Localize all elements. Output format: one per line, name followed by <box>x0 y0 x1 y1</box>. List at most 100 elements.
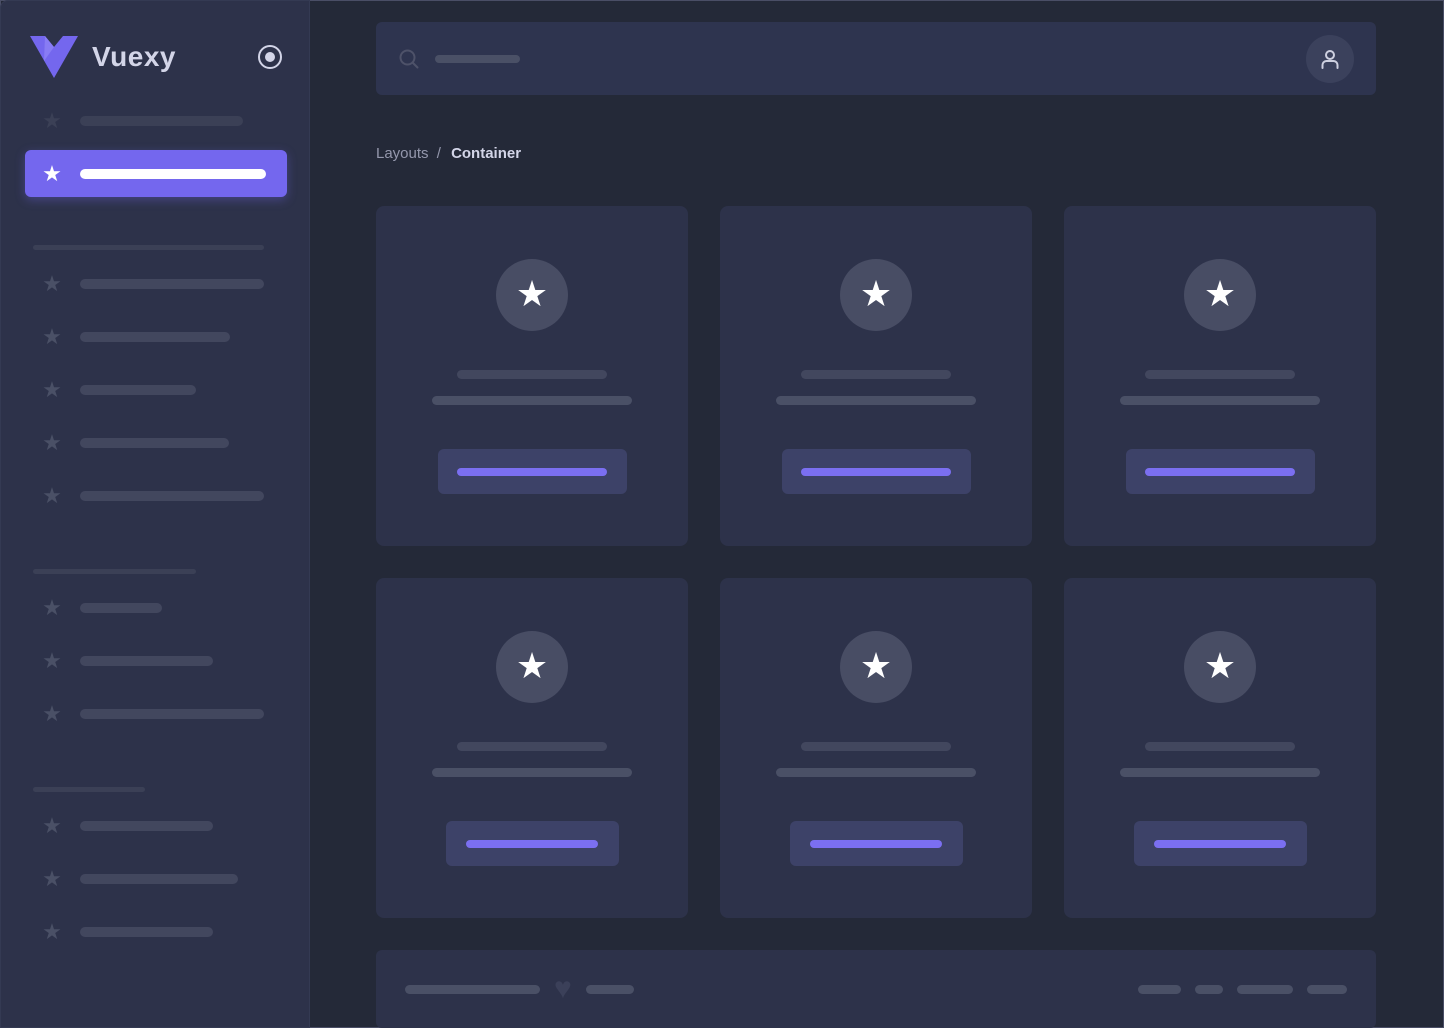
content-card: ★ <box>1064 578 1376 918</box>
content-card: ★ <box>720 578 1032 918</box>
skeleton-label <box>80 874 238 884</box>
skeleton-subtitle-line <box>1120 396 1320 405</box>
search-placeholder-skeleton <box>435 54 520 63</box>
skeleton-label <box>80 709 264 719</box>
star-icon: ★ <box>42 919 62 944</box>
skeleton-section-header <box>33 245 264 250</box>
star-icon: ★ <box>42 595 62 620</box>
skeleton-label <box>80 491 264 501</box>
skeleton-footer-link <box>1237 984 1293 994</box>
star-icon: ★ <box>42 377 62 402</box>
magnifier-icon <box>399 49 419 68</box>
card-action-button[interactable] <box>1133 821 1307 866</box>
content-card: ★ <box>376 578 688 918</box>
skeleton-title-line <box>801 370 951 379</box>
skeleton-label <box>80 603 162 613</box>
skeleton-label <box>80 332 230 342</box>
skeleton-section-header <box>33 569 196 574</box>
skeleton-subtitle-line <box>776 396 976 405</box>
star-icon: ★ <box>42 483 62 508</box>
star-icon: ★ <box>42 160 62 186</box>
vuexy-logo-icon <box>30 36 78 78</box>
skeleton-footer-link <box>1138 984 1181 994</box>
star-icon: ★ <box>42 701 62 726</box>
skeleton-label <box>80 821 213 831</box>
star-icon: ★ <box>42 648 62 673</box>
card-avatar-circle: ★ <box>840 631 912 703</box>
star-icon: ★ <box>515 645 549 686</box>
sidebar-item-active[interactable]: ★ <box>25 150 287 197</box>
star-icon: ★ <box>515 273 549 314</box>
card-avatar-circle: ★ <box>1184 631 1256 703</box>
sidebar-menu: ★ ★ ★ ★ ★ ★ ★ ★ ★ ★ ★ ★ ★ <box>0 107 310 946</box>
user-avatar-button[interactable] <box>1306 34 1354 83</box>
radio-dot-inner <box>265 52 275 62</box>
card-avatar-circle: ★ <box>496 631 568 703</box>
skeleton-title-line <box>801 742 951 751</box>
footer-bar: ♥ <box>376 950 1376 1028</box>
skeleton-title-line <box>457 742 607 751</box>
sidebar-item[interactable]: ★ <box>0 918 310 946</box>
sidebar-item[interactable]: ★ <box>0 865 310 893</box>
card-avatar-circle: ★ <box>840 259 912 331</box>
card-action-button[interactable] <box>789 821 963 866</box>
breadcrumb-separator: / <box>436 145 441 162</box>
star-icon: ★ <box>42 866 62 891</box>
card-avatar-circle: ★ <box>496 259 568 331</box>
star-icon: ★ <box>42 108 62 133</box>
skeleton-label <box>80 656 213 666</box>
sidebar-item-dim[interactable]: ★ <box>0 107 310 135</box>
star-icon: ★ <box>1203 645 1237 686</box>
skeleton-title-line <box>1145 742 1295 751</box>
sidebar-item[interactable]: ★ <box>0 700 310 728</box>
sidebar-item[interactable]: ★ <box>0 323 310 351</box>
sidebar-item[interactable]: ★ <box>0 594 310 622</box>
sidebar-item[interactable]: ★ <box>0 647 310 675</box>
brand-title: Vuexy <box>92 41 176 72</box>
skeleton-label <box>80 168 266 179</box>
star-icon: ★ <box>859 273 893 314</box>
star-icon: ★ <box>42 430 62 455</box>
card-action-button[interactable] <box>437 449 627 494</box>
radio-dot-icon[interactable] <box>258 45 282 69</box>
person-icon <box>1321 49 1339 69</box>
sidebar-item[interactable]: ★ <box>0 376 310 404</box>
sidebar-item[interactable]: ★ <box>0 429 310 457</box>
skeleton-footer-text <box>405 984 540 994</box>
skeleton-button-label <box>1154 839 1286 848</box>
sidebar-sections: ★ ★ ★ ★ ★ ★ ★ ★ ★ ★ ★ <box>0 245 310 946</box>
sidebar-item[interactable]: ★ <box>0 482 310 510</box>
footer-links <box>1138 984 1347 994</box>
content-card: ★ <box>1064 206 1376 546</box>
sidebar-item[interactable]: ★ <box>0 812 310 840</box>
skeleton-button-label <box>801 467 951 476</box>
breadcrumb-parent[interactable]: Layouts <box>376 145 429 162</box>
star-icon: ★ <box>1203 273 1237 314</box>
sidebar-section: ★ ★ ★ <box>0 569 310 728</box>
star-icon: ★ <box>42 271 62 296</box>
sidebar-item[interactable]: ★ <box>0 270 310 298</box>
skeleton-label <box>80 438 229 448</box>
search-input[interactable] <box>398 48 1306 70</box>
card-action-button[interactable] <box>1125 449 1315 494</box>
heart-icon: ♥ <box>554 972 572 1005</box>
sidebar: Vuexy ★ ★ ★ ★ ★ ★ ★ ★ ★ ★ ★ ★ ★ <box>0 0 310 1028</box>
skeleton-footer-text <box>585 984 634 994</box>
skeleton-label <box>80 116 243 126</box>
topbar <box>376 22 1376 95</box>
skeleton-subtitle-line <box>432 396 632 405</box>
skeleton-subtitle-line <box>432 768 632 777</box>
card-action-button[interactable] <box>445 821 619 866</box>
card-action-button[interactable] <box>781 449 971 494</box>
skeleton-button-label <box>810 839 942 848</box>
star-icon: ★ <box>42 813 62 838</box>
skeleton-button-label <box>1145 467 1295 476</box>
breadcrumb-current: Container <box>451 145 522 162</box>
skeleton-section-header <box>33 787 145 792</box>
skeleton-title-line <box>457 370 607 379</box>
sidebar-section: ★ ★ ★ <box>0 787 310 946</box>
star-icon: ★ <box>859 645 893 686</box>
skeleton-title-line <box>1145 370 1295 379</box>
skeleton-label <box>80 279 264 289</box>
